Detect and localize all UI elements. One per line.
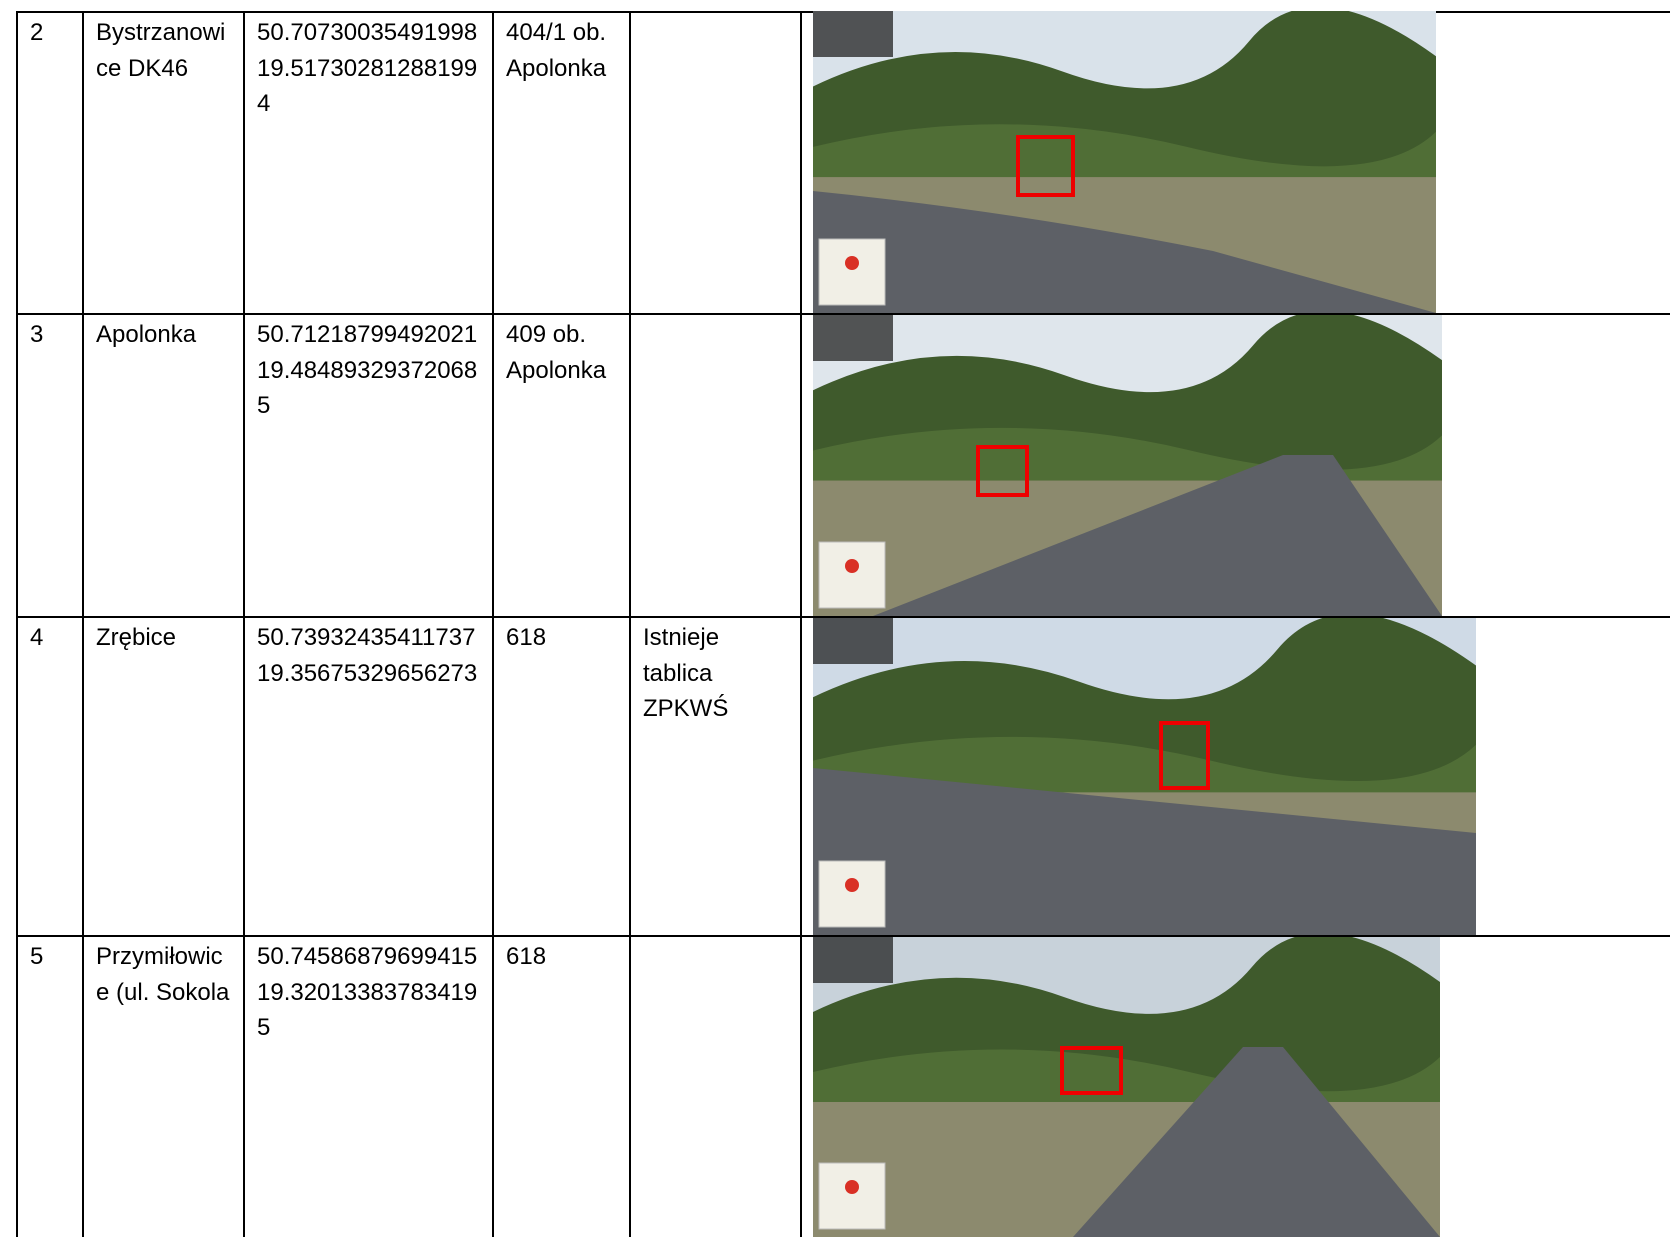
photo-shape <box>813 937 893 983</box>
cell-text: 4 <box>30 624 44 651</box>
cell-text: Zrębice <box>96 624 177 651</box>
photo-shape <box>845 256 859 270</box>
table-cell: 5 <box>16 935 82 1237</box>
photo-shape <box>813 191 1436 313</box>
table-cell: 618 <box>492 935 629 1237</box>
column-border <box>800 11 802 1237</box>
column-border <box>82 11 84 1237</box>
coordinate: 50.73932435411737 <box>257 624 476 651</box>
cell-text: Istnieje tablica ZPKWŚ <box>643 624 729 723</box>
cell-text: 404/1 ob. Apolonka <box>506 19 607 82</box>
table-cell <box>629 935 800 1237</box>
photo-shape <box>1073 1047 1440 1237</box>
photo-shape <box>818 238 886 306</box>
photo-shape <box>845 1180 859 1194</box>
table-cell: 50.70730035491998 19.517302812881994 <box>243 11 492 313</box>
cell-text: 2 <box>30 19 44 46</box>
street-view-photo <box>813 11 1436 313</box>
photo-shape <box>818 541 886 609</box>
street-view-photo <box>813 937 1440 1237</box>
photo-shape <box>1159 721 1210 790</box>
column-border <box>629 11 631 1237</box>
table-cell: 618 <box>492 616 629 935</box>
photo-shape <box>1060 1046 1123 1095</box>
photo-shape <box>813 768 1476 935</box>
column-border <box>16 11 18 1237</box>
photo-shape <box>845 559 859 573</box>
photo-shape <box>1016 135 1075 197</box>
table-cell: Zrębice <box>82 616 243 935</box>
photo-shape <box>976 445 1029 497</box>
table-cell: 3 <box>16 313 82 616</box>
cell-text: Apolonka <box>96 321 197 348</box>
photo-shape <box>873 455 1442 616</box>
photo-shape <box>813 11 893 57</box>
coordinate: 19.35675329656273 <box>257 659 478 687</box>
table-cell: 50.71218799492021 19.484893293720685 <box>243 313 492 616</box>
coordinate: 50.71218799492021 <box>257 321 478 348</box>
row-border <box>16 935 1670 937</box>
column-border <box>492 11 494 1237</box>
table-cell: Bystrzanowice DK46 <box>82 11 243 313</box>
photo-shape <box>813 315 893 361</box>
cell-text: 409 ob. Apolonka <box>506 321 607 384</box>
table-cell: 4 <box>16 616 82 935</box>
table-cell: Przymiłowice (ul. Sokola <box>82 935 243 1237</box>
table-cell: 409 ob. Apolonka <box>492 313 629 616</box>
table-cell: Apolonka <box>82 313 243 616</box>
cell-text: 618 <box>506 624 547 651</box>
photo-shape <box>818 860 886 928</box>
table-cell: Istnieje tablica ZPKWŚ <box>629 616 800 935</box>
coordinate: 19.484893293720685 <box>257 356 478 420</box>
table-cell: 50.73932435411737 19.35675329656273 <box>243 616 492 935</box>
table-cell <box>629 313 800 616</box>
row-border <box>16 313 1670 315</box>
table-cell <box>629 11 800 313</box>
street-view-photo <box>813 315 1442 616</box>
cell-text: Bystrzanowice DK46 <box>96 19 226 82</box>
cell-text: Przymiłowice (ul. Sokola <box>96 943 230 1006</box>
photo-shape <box>845 878 859 892</box>
coordinate: 50.74586879699415 <box>257 943 478 970</box>
cell-text: 618 <box>506 943 547 970</box>
coordinate: 50.70730035491998 <box>257 19 478 46</box>
photo-shape <box>813 618 893 664</box>
table-cell: 404/1 ob. Apolonka <box>492 11 629 313</box>
table-cell: 2 <box>16 11 82 313</box>
table-cell: 50.74586879699415 19.320133837834195 <box>243 935 492 1237</box>
row-border <box>16 616 1670 618</box>
coordinate: 19.517302812881994 <box>257 54 478 118</box>
coordinate: 19.320133837834195 <box>257 978 478 1042</box>
photo-shape <box>818 1162 886 1230</box>
cell-text: 5 <box>30 943 44 970</box>
cell-text: 3 <box>30 321 44 348</box>
column-border <box>243 11 245 1237</box>
street-view-photo <box>813 618 1476 935</box>
